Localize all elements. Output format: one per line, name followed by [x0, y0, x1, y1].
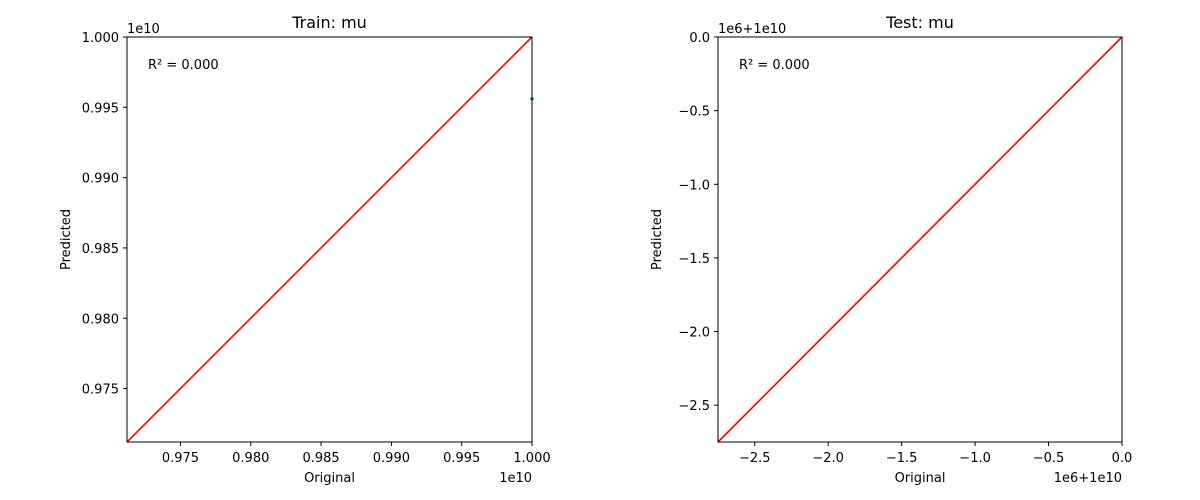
y-tick-label: 0.990 — [82, 172, 119, 187]
y-tick-label: −2.0 — [678, 326, 710, 341]
x-tick-label: 0.0 — [1112, 451, 1133, 466]
x-tick-label: −2.5 — [739, 451, 771, 466]
x-tick-label: 0.990 — [373, 451, 410, 466]
y-tick-label: 0.985 — [82, 242, 119, 257]
y-tick-label: 0.980 — [82, 312, 119, 327]
x-tick-label: 0.985 — [302, 451, 339, 466]
y-tick-label: 0.995 — [82, 101, 119, 116]
x-tick-label: −2.0 — [812, 451, 844, 466]
x-tick-label: −0.5 — [1033, 451, 1065, 466]
y-tick-label: 1.000 — [82, 31, 119, 46]
y-tick-label: −2.5 — [678, 399, 710, 414]
x-tick-label: 0.975 — [162, 451, 199, 466]
x-tick-label: −1.5 — [886, 451, 918, 466]
x-tick-label: −1.0 — [959, 451, 991, 466]
plot-area-frame — [717, 36, 1123, 443]
r-squared-annotation: R² = 0.000 — [739, 58, 810, 73]
identity-line — [126, 36, 533, 443]
chart-panel-train: 0.975 0.980 0.985 0.990 0.995 1.000 0.975 0.980… — [59, 13, 551, 486]
y-tick-label: 0.975 — [82, 383, 119, 398]
chart-panel-test: −2.5 −2.0 −1.5 −1.0 −0.5 0.0 −2.5 −2.0 −1.5 −1.0 −… — [650, 13, 1132, 486]
plot-area-frame — [126, 36, 533, 443]
x-axis-offset-label: 1e6+1e10 — [1054, 471, 1122, 486]
x-axis-label: Original — [304, 471, 355, 486]
x-tick-label: 1.000 — [513, 451, 550, 466]
x-axis-label: Original — [895, 471, 946, 486]
y-tick-label: −0.5 — [678, 105, 710, 120]
y-axis-label: Predicted — [650, 209, 665, 270]
identity-line — [717, 36, 1123, 443]
x-tick-label: 0.995 — [443, 451, 480, 466]
y-axis-offset-label: 1e10 — [127, 22, 160, 37]
y-tick-label: 0.0 — [689, 31, 710, 46]
y-tick-label: −1.5 — [678, 252, 710, 267]
y-tick-label: −1.0 — [678, 178, 710, 193]
x-tick-label: 0.980 — [232, 451, 269, 466]
y-axis-offset-label: 1e6+1e10 — [718, 22, 786, 37]
chart-title: Train: mu — [291, 13, 367, 32]
y-axis-label: Predicted — [59, 209, 74, 270]
x-axis-offset-label: 1e10 — [499, 471, 532, 486]
chart-title: Test: mu — [885, 13, 954, 32]
r-squared-annotation: R² = 0.000 — [148, 58, 219, 73]
